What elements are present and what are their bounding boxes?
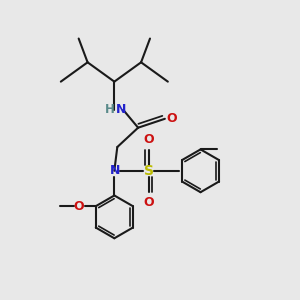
Text: O: O <box>74 200 84 213</box>
Text: O: O <box>144 196 154 209</box>
Text: H: H <box>105 103 115 116</box>
Text: O: O <box>144 133 154 146</box>
Text: N: N <box>116 103 126 116</box>
Text: O: O <box>166 112 177 125</box>
Text: N: N <box>110 164 120 177</box>
Text: S: S <box>143 164 154 178</box>
